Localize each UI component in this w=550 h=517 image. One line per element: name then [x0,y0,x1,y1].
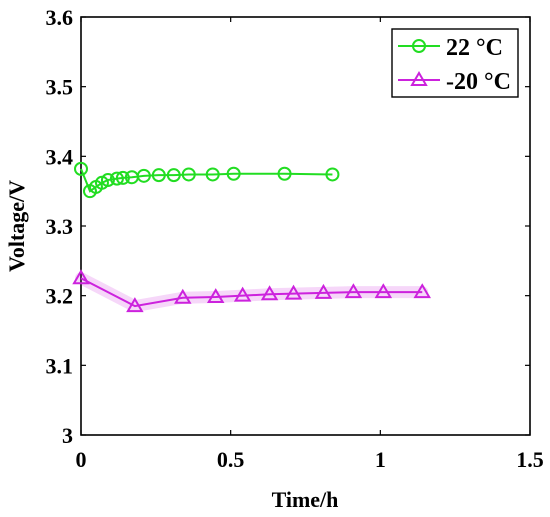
data-point [206,288,225,304]
data-point [100,173,115,188]
data-point [233,286,252,302]
y-tick-label: 3.2 [46,284,74,309]
y-axis-title: Voltage/V [4,180,29,272]
legend-marker-22c [412,39,426,53]
y-tick-label: 3.1 [46,353,74,378]
x-axis-title: Time/h [272,487,339,512]
series-layer [72,161,431,313]
y-tick-label: 3 [62,423,73,448]
data-point [277,166,292,181]
y-tick-label: 3.3 [46,214,74,239]
data-point [374,283,393,299]
y-tick-label: 3.6 [46,5,74,30]
data-point [72,269,90,285]
data-point [325,167,340,182]
legend-marker-minus20c [410,71,428,86]
series-line [80,277,423,308]
data-point [74,161,88,176]
x-tick-label: 0.5 [217,447,245,472]
x-tick-label: 1 [375,447,386,472]
data-point [284,284,303,300]
data-point [226,166,241,181]
data-point [260,285,279,301]
series-0 [74,161,340,199]
y-tick-label: 3.4 [46,144,74,169]
legend: 22 °C -20 °C [391,28,519,98]
y-tick-label: 3.5 [46,75,74,100]
data-point [314,283,333,299]
data-point [205,167,220,182]
data-point [136,168,151,183]
data-point [174,288,192,304]
axis-ticks: 0 0.5 1 1.5 3 3.1 3.2 3.3 3.4 3.5 3.6 [46,5,544,472]
data-point [181,167,196,182]
legend-label-minus20c: -20 °C [446,69,511,95]
data-point [151,168,166,183]
series-1 [72,269,431,313]
data-point [109,171,124,186]
data-point [126,297,144,313]
data-point [166,168,181,183]
x-tick-label: 0 [76,447,87,472]
x-tick-label: 1.5 [516,447,544,472]
data-point [115,170,130,185]
data-point [344,283,363,299]
legend-label-22c: 22 °C [446,35,503,61]
data-point [413,283,431,299]
